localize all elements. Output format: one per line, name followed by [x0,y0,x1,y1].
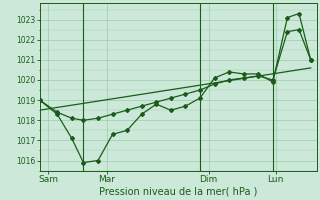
X-axis label: Pression niveau de la mer( hPa ): Pression niveau de la mer( hPa ) [99,187,257,197]
